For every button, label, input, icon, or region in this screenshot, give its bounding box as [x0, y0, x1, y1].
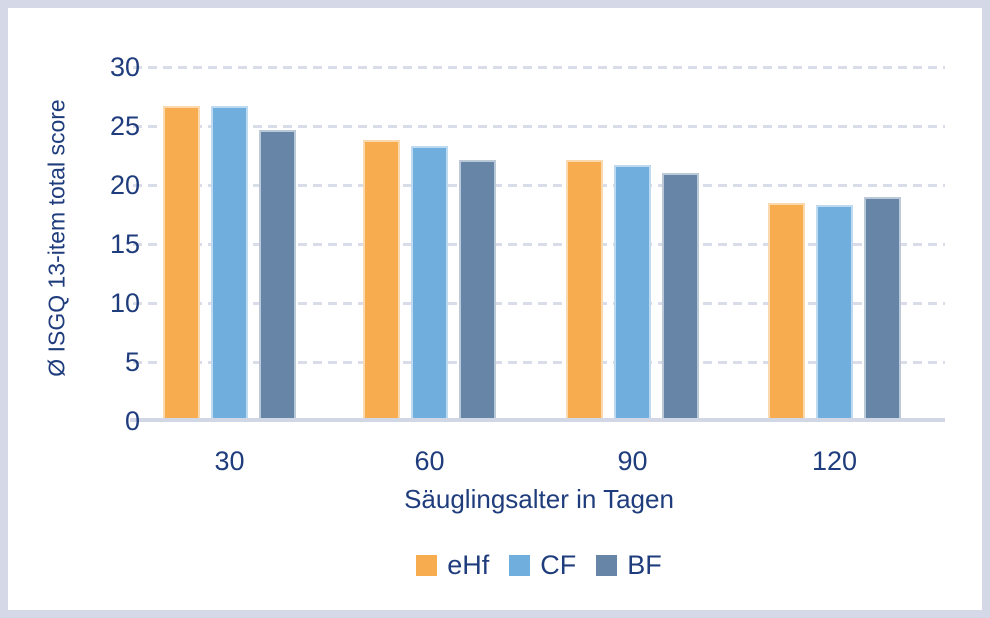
bar-cf-90	[614, 165, 651, 421]
legend-swatch-ehf	[416, 554, 438, 576]
x-tick-label: 30	[214, 446, 245, 476]
y-tick-label: 10	[109, 288, 140, 318]
x-tick-label: 60	[414, 446, 445, 476]
grid-line	[133, 302, 945, 305]
legend-item-cf: CF	[509, 550, 576, 580]
legend-swatch-bf	[596, 554, 618, 576]
bar-cf-120	[816, 205, 853, 421]
bar-group-120	[768, 0, 901, 421]
bar-bf-60	[459, 160, 496, 421]
y-tick-label: 5	[124, 347, 140, 377]
legend-label: eHf	[447, 550, 490, 580]
bar-cf-60	[411, 146, 448, 421]
bar-group-60	[363, 0, 496, 421]
bar-group-90	[566, 0, 699, 421]
bar-cf-30	[211, 106, 248, 421]
legend: eHf CF BF	[133, 550, 945, 580]
plot-area	[130, 0, 945, 422]
grid-line	[133, 66, 945, 69]
grid-line	[133, 243, 945, 246]
y-tick-label: 15	[109, 229, 140, 259]
x-tick-label: 120	[811, 446, 858, 476]
x-axis-ticks: 30 60 90 120	[133, 444, 945, 478]
bar-bf-90	[662, 173, 699, 421]
y-tick-label: 0	[124, 406, 140, 436]
bar-bf-120	[864, 197, 901, 421]
bar-ehf-120	[768, 203, 805, 421]
x-axis-title: Säuglingsalter in Tagen	[404, 484, 674, 514]
bar-ehf-30	[163, 106, 200, 421]
x-tick-label: 90	[617, 446, 648, 476]
grid-line	[133, 361, 945, 364]
legend-label: CF	[540, 550, 577, 580]
y-axis-title: Ø ISGQ 13-item total score	[43, 99, 70, 377]
x-axis-line	[130, 418, 945, 422]
legend-item-ehf: eHf	[416, 550, 489, 580]
bar-ehf-90	[566, 160, 603, 421]
legend-label: BF	[627, 550, 662, 580]
y-tick-label: 25	[109, 111, 140, 141]
bar-group-30	[163, 0, 296, 421]
bar-bf-30	[259, 130, 296, 421]
legend-item-bf: BF	[596, 550, 662, 580]
y-tick-label: 20	[109, 170, 140, 200]
grid-line	[133, 184, 945, 187]
y-tick-label: 30	[109, 52, 140, 82]
grid-line	[133, 125, 945, 128]
legend-swatch-cf	[509, 554, 531, 576]
